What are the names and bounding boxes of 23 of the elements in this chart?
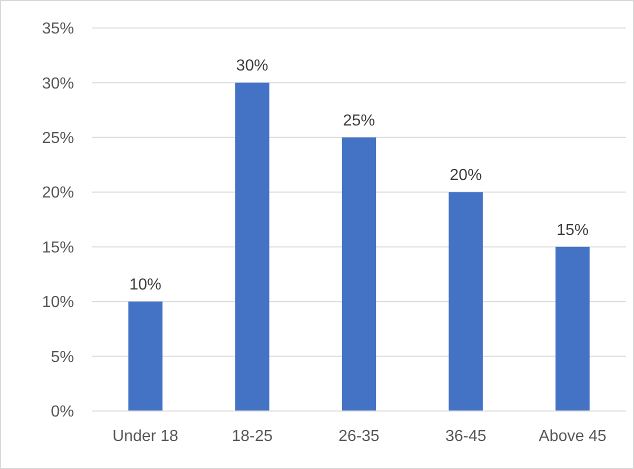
x-tick-label: 26-35 [338, 428, 380, 445]
x-tick-label: Under 18 [112, 428, 178, 445]
y-tick-label: 5% [50, 348, 74, 366]
x-tick-label: 36-45 [445, 428, 486, 445]
data-label: 10% [129, 276, 162, 294]
bar [556, 246, 590, 411]
data-label: 20% [450, 167, 482, 184]
y-tick-label: 10% [42, 294, 74, 312]
y-tick-label: 20% [42, 184, 74, 202]
y-tick-label: 15% [42, 239, 74, 256]
x-tick-label: 18-25 [232, 428, 273, 445]
data-label: 15% [556, 222, 589, 239]
y-tick-label: 0% [50, 404, 74, 421]
data-label: 25% [342, 112, 376, 130]
x-tick-label: Above 45 [538, 428, 607, 445]
y-tick-label: 25% [42, 130, 74, 148]
bar [235, 82, 270, 411]
bar [128, 302, 162, 411]
bar [448, 192, 483, 411]
y-tick-label: 35% [42, 20, 74, 38]
data-label: 30% [236, 58, 268, 75]
y-tick-label: 30% [42, 75, 74, 92]
bar [342, 137, 376, 411]
